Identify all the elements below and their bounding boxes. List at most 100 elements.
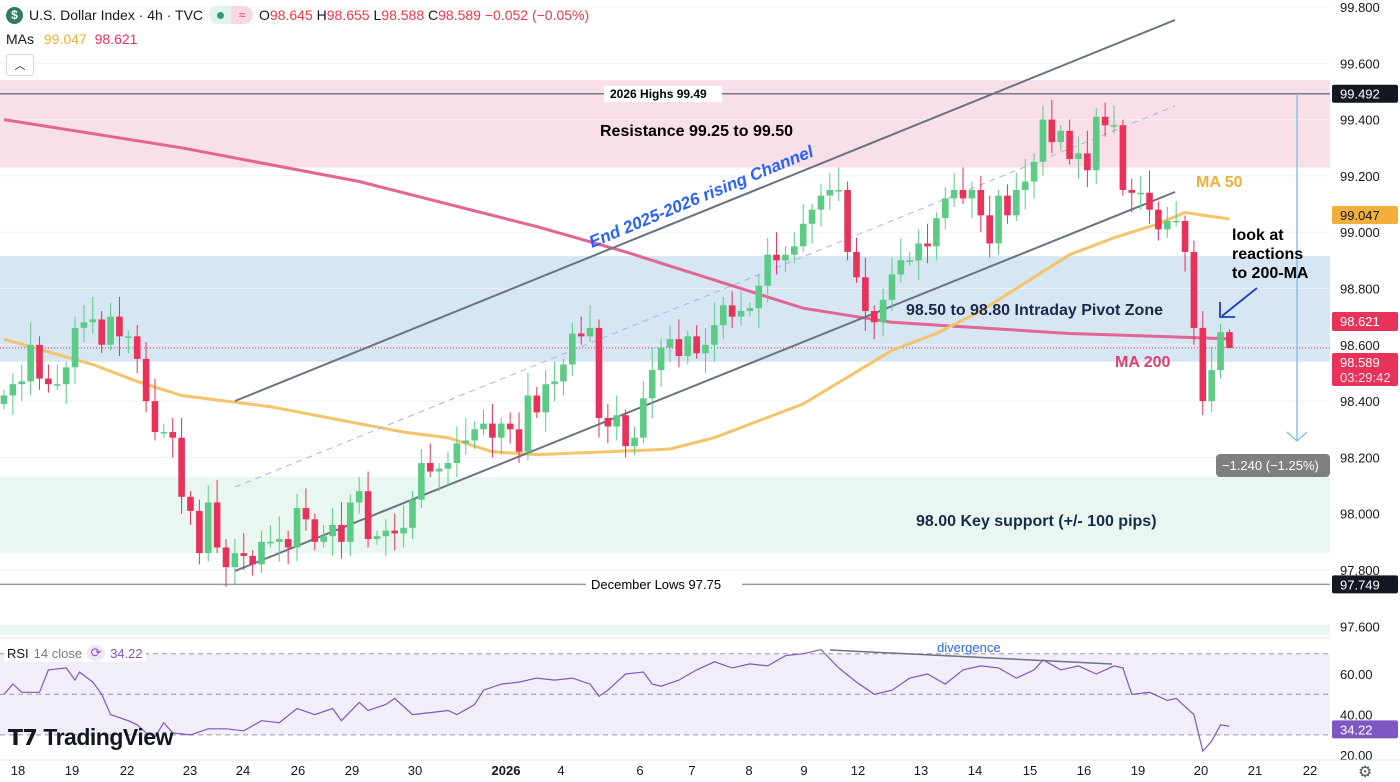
candle-body xyxy=(986,215,993,244)
time-tick[interactable]: 8 xyxy=(745,763,752,778)
market-status-pill[interactable]: ≈ xyxy=(209,6,254,24)
time-tick[interactable]: 23 xyxy=(183,763,197,778)
candle-body xyxy=(160,432,168,434)
price-tick: 99.000 xyxy=(1340,225,1380,240)
candle-body xyxy=(169,432,177,438)
candle xyxy=(1181,215,1189,272)
time-tick[interactable]: 16 xyxy=(1077,763,1091,778)
time-tick[interactable]: 6 xyxy=(636,763,643,778)
candle-body xyxy=(622,415,629,447)
candle-body xyxy=(355,491,363,503)
time-tick[interactable]: 24 xyxy=(236,763,250,778)
time-tick[interactable]: 14 xyxy=(968,763,982,778)
time-tick[interactable]: 4 xyxy=(557,763,564,778)
candle-body xyxy=(675,339,683,357)
candle xyxy=(702,327,709,373)
candle xyxy=(62,361,70,404)
time-tick[interactable]: 12 xyxy=(851,763,865,778)
candle-body xyxy=(737,311,745,317)
candle-body xyxy=(1155,209,1162,230)
time-tick[interactable]: 18 xyxy=(11,763,25,778)
candle-body xyxy=(89,319,97,323)
time-tick[interactable]: 21 xyxy=(1248,763,1262,778)
ma200-label: MA 200 xyxy=(1115,354,1171,371)
time-tick[interactable]: 22 xyxy=(120,763,134,778)
time-tick[interactable]: 19 xyxy=(1131,763,1145,778)
candle-body xyxy=(18,381,26,385)
candle-body xyxy=(391,530,399,534)
time-tick[interactable]: 29 xyxy=(345,763,359,778)
candle xyxy=(808,204,816,244)
ma-legend[interactable]: MAs 99.047 98.621 xyxy=(6,31,138,47)
candle-body xyxy=(613,415,621,427)
ma50-label: MA 50 xyxy=(1196,174,1243,191)
candle xyxy=(560,358,567,396)
candle xyxy=(986,195,993,258)
candle xyxy=(45,364,52,393)
time-tick[interactable]: 30 xyxy=(408,763,422,778)
time-tick[interactable]: 22 xyxy=(1303,763,1317,778)
refresh-icon[interactable]: ⟳ xyxy=(87,645,106,661)
price-tick: 97.600 xyxy=(1340,619,1380,634)
candle xyxy=(222,539,230,587)
candle-body xyxy=(27,344,34,382)
support-label: 98.00 Key support (+/- 100 pips) xyxy=(916,513,1157,530)
candle xyxy=(18,364,26,402)
time-tick[interactable]: 26 xyxy=(291,763,305,778)
candle-body xyxy=(941,198,949,219)
candle xyxy=(89,296,97,334)
candle-body xyxy=(906,260,914,262)
tradingview-logo[interactable]: 𝗧𝟳 TradingView xyxy=(8,724,173,750)
candle xyxy=(116,296,123,357)
candle xyxy=(577,316,585,345)
time-tick[interactable]: 7 xyxy=(688,763,695,778)
candle xyxy=(506,412,514,444)
candle-body xyxy=(222,547,230,568)
candle-body xyxy=(0,395,8,404)
candle xyxy=(1163,206,1171,238)
candle-body xyxy=(640,398,647,438)
candle xyxy=(258,530,265,573)
price-axis[interactable] xyxy=(1330,0,1400,781)
candle xyxy=(826,173,834,210)
candle-body xyxy=(657,347,665,371)
rsi-tick: 20.00 xyxy=(1340,748,1373,763)
channel-upper-line[interactable] xyxy=(234,19,1176,402)
candle-body xyxy=(231,553,239,568)
lows-price-badge-bg xyxy=(1332,575,1398,594)
symbol-title[interactable]: U.S. Dollar Index · 4h · TVC xyxy=(29,7,204,23)
time-tick[interactable]: 13 xyxy=(914,763,928,778)
divergence-line[interactable] xyxy=(829,649,1113,665)
candle xyxy=(888,257,896,312)
rsi-legend[interactable]: RSI 14 close ⟳ 34.22 xyxy=(4,644,146,662)
candle xyxy=(1199,311,1207,416)
collapse-legend-button[interactable]: ︿ xyxy=(6,54,34,76)
candle-body xyxy=(1013,189,1020,216)
time-tick[interactable]: 2026 xyxy=(492,763,521,778)
time-tick[interactable]: 20 xyxy=(1194,763,1208,778)
candle xyxy=(391,513,399,551)
price-tick: 98.400 xyxy=(1340,394,1380,409)
candle-body xyxy=(480,423,487,430)
channel-mid-line[interactable] xyxy=(234,105,1176,488)
candle-body xyxy=(684,336,692,357)
candle xyxy=(249,550,256,576)
candle-body xyxy=(577,333,585,337)
channel-lower-line[interactable] xyxy=(234,191,1176,572)
time-tick[interactable]: 9 xyxy=(800,763,807,778)
candle-body xyxy=(426,463,434,472)
candle-body xyxy=(648,370,656,399)
candle-body xyxy=(1163,220,1171,230)
candle-body xyxy=(1075,153,1082,160)
candle xyxy=(977,175,985,233)
candle-body xyxy=(178,437,185,497)
candle xyxy=(844,181,851,261)
candle xyxy=(755,274,763,328)
price-tick: 98.800 xyxy=(1340,282,1380,297)
price-tick: 99.600 xyxy=(1340,56,1380,71)
candle-body xyxy=(1021,181,1029,190)
time-tick[interactable]: 15 xyxy=(1023,763,1037,778)
time-tick[interactable]: 19 xyxy=(65,763,79,778)
settings-gear-icon[interactable]: ⚙ xyxy=(1358,764,1373,781)
